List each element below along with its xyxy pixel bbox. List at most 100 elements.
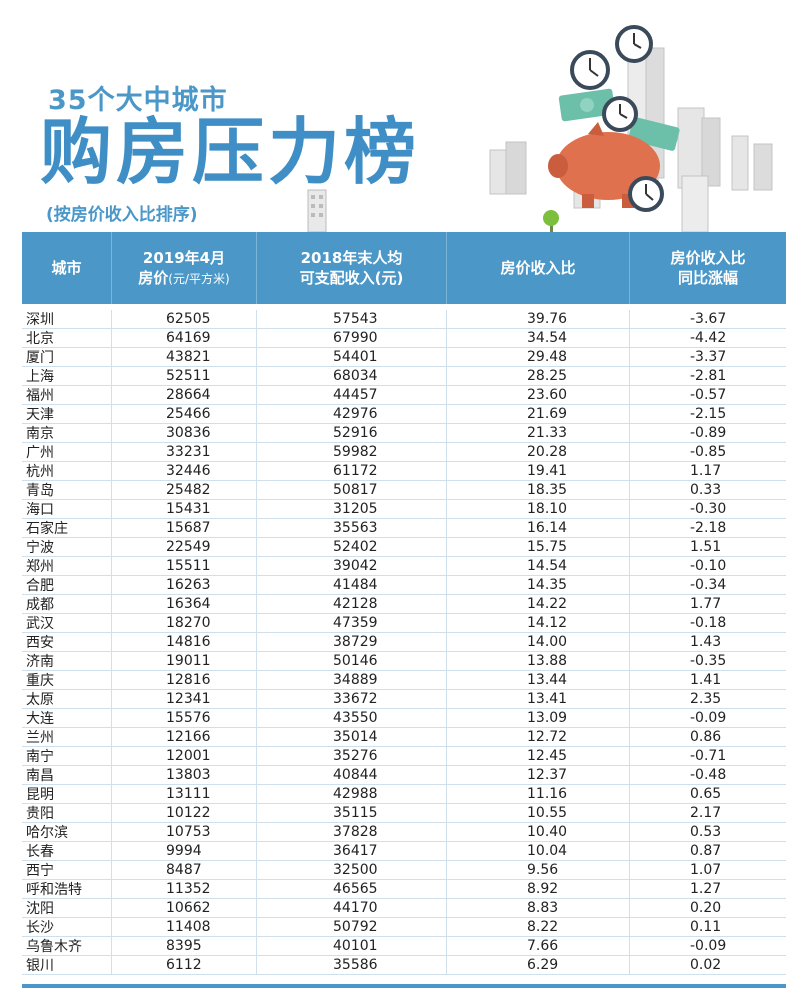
cell-price: 15687 (112, 519, 257, 537)
bottom-divider (22, 984, 786, 988)
cell-ratio: 12.72 (447, 728, 630, 746)
cell-ratio: 13.44 (447, 671, 630, 689)
cell-ratio: 15.75 (447, 538, 630, 556)
cell-price: 12341 (112, 690, 257, 708)
building-icon (307, 189, 327, 232)
cell-ratio-change: -0.85 (690, 444, 727, 460)
cell-city: 天津 (22, 405, 112, 423)
cell-ratio: 13.41 (447, 690, 630, 708)
cell-price: 10122 (112, 804, 257, 822)
cell-ratio: 39.76 (447, 310, 630, 328)
cell-ratio-change: 0.65 (690, 786, 722, 802)
table-row: 南宁 12001 35276 12.45 -0.71 (22, 747, 786, 766)
cell-income: 31205 (257, 500, 447, 518)
cell-city: 南昌 (22, 766, 112, 784)
cell-price: 15511 (112, 557, 257, 575)
cell-city: 北京 (22, 329, 112, 347)
cell-city: 银川 (22, 956, 112, 974)
cell-ratio-change: -3.67 (690, 311, 727, 327)
cell-income: 40844 (257, 766, 447, 784)
table-row: 天津 25466 42976 21.69 -2.15 (22, 405, 786, 424)
column-header-price: 2019年4月 房价(元/平方米) (112, 232, 257, 304)
cell-price: 8487 (112, 861, 257, 879)
cell-ratio: 10.40 (447, 823, 630, 841)
cell-city: 石家庄 (22, 519, 112, 537)
cell-price: 28664 (112, 386, 257, 404)
cell-ratio-change: -2.81 (690, 368, 727, 384)
page-title: 购房压力榜 (40, 110, 421, 194)
cell-price: 11408 (112, 918, 257, 936)
cell-ratio: 29.48 (447, 348, 630, 366)
cell-income: 36417 (257, 842, 447, 860)
cell-income: 39042 (257, 557, 447, 575)
table-row: 南京 30836 52916 21.33 -0.89 (22, 424, 786, 443)
cell-income: 44457 (257, 386, 447, 404)
cell-ratio: 14.54 (447, 557, 630, 575)
table-row: 北京 64169 67990 34.54 -4.42 (22, 329, 786, 348)
cell-ratio: 14.00 (447, 633, 630, 651)
cell-price: 16364 (112, 595, 257, 613)
table-row: 深圳 62505 57543 39.76 -3.67 (22, 310, 786, 329)
header: 35个大中城市 购房压力榜 (按房价收入比排序) (0, 0, 806, 232)
table-row: 厦门 43821 54401 29.48 -3.37 (22, 348, 786, 367)
cell-income: 38729 (257, 633, 447, 651)
cell-ratio-change: -0.89 (690, 425, 727, 441)
cell-city: 哈尔滨 (22, 823, 112, 841)
cell-ratio-change: -0.09 (690, 938, 727, 954)
cell-ratio-change: -2.15 (690, 406, 727, 422)
cell-ratio-change: 1.07 (690, 862, 722, 878)
cell-price: 64169 (112, 329, 257, 347)
cell-price: 15576 (112, 709, 257, 727)
cell-ratio-change: -0.34 (690, 577, 727, 593)
cell-ratio: 9.56 (447, 861, 630, 879)
cell-ratio: 14.35 (447, 576, 630, 594)
cell-income: 35014 (257, 728, 447, 746)
cell-income: 59982 (257, 443, 447, 461)
cell-ratio-change: 1.17 (690, 463, 722, 479)
cell-ratio: 10.04 (447, 842, 630, 860)
cell-ratio-change: 2.17 (690, 805, 722, 821)
table-row: 合肥 16263 41484 14.35 -0.34 (22, 576, 786, 595)
cell-price: 52511 (112, 367, 257, 385)
cell-city: 海口 (22, 500, 112, 518)
cell-ratio: 13.09 (447, 709, 630, 727)
cell-income: 52916 (257, 424, 447, 442)
table-row: 成都 16364 42128 14.22 1.77 (22, 595, 786, 614)
cell-price: 25466 (112, 405, 257, 423)
cell-ratio: 20.28 (447, 443, 630, 461)
cell-ratio: 21.69 (447, 405, 630, 423)
cell-city: 长春 (22, 842, 112, 860)
cell-price: 62505 (112, 310, 257, 328)
cell-income: 35586 (257, 956, 447, 974)
cell-city: 沈阳 (22, 899, 112, 917)
cell-ratio: 7.66 (447, 937, 630, 955)
table-row: 福州 28664 44457 23.60 -0.57 (22, 386, 786, 405)
cell-income: 33672 (257, 690, 447, 708)
ranking-table: 城市 2019年4月 房价(元/平方米) 2018年末人均 可支配收入(元) 房… (22, 232, 786, 975)
table-row: 贵阳 10122 35115 10.55 2.17 (22, 804, 786, 823)
table-header: 城市 2019年4月 房价(元/平方米) 2018年末人均 可支配收入(元) 房… (22, 232, 786, 304)
table-row: 宁波 22549 52402 15.75 1.51 (22, 538, 786, 557)
cell-income: 44170 (257, 899, 447, 917)
cell-income: 35115 (257, 804, 447, 822)
cell-city: 武汉 (22, 614, 112, 632)
cell-city: 南宁 (22, 747, 112, 765)
table-row: 呼和浩特 11352 46565 8.92 1.27 (22, 880, 786, 899)
table-row: 长沙 11408 50792 8.22 0.11 (22, 918, 786, 937)
table-row: 武汉 18270 47359 14.12 -0.18 (22, 614, 786, 633)
table-row: 杭州 32446 61172 19.41 1.17 (22, 462, 786, 481)
cell-city: 济南 (22, 652, 112, 670)
cell-ratio: 13.88 (447, 652, 630, 670)
cell-income: 41484 (257, 576, 447, 594)
cell-income: 67990 (257, 329, 447, 347)
table-row: 大连 15576 43550 13.09 -0.09 (22, 709, 786, 728)
cell-ratio-change: 1.51 (690, 539, 722, 555)
cell-price: 9994 (112, 842, 257, 860)
cell-ratio: 10.55 (447, 804, 630, 822)
cell-city: 西安 (22, 633, 112, 651)
cell-price: 13111 (112, 785, 257, 803)
cell-price: 10662 (112, 899, 257, 917)
cell-city: 福州 (22, 386, 112, 404)
cell-ratio-change: 1.77 (690, 596, 722, 612)
cell-ratio: 6.29 (447, 956, 630, 974)
